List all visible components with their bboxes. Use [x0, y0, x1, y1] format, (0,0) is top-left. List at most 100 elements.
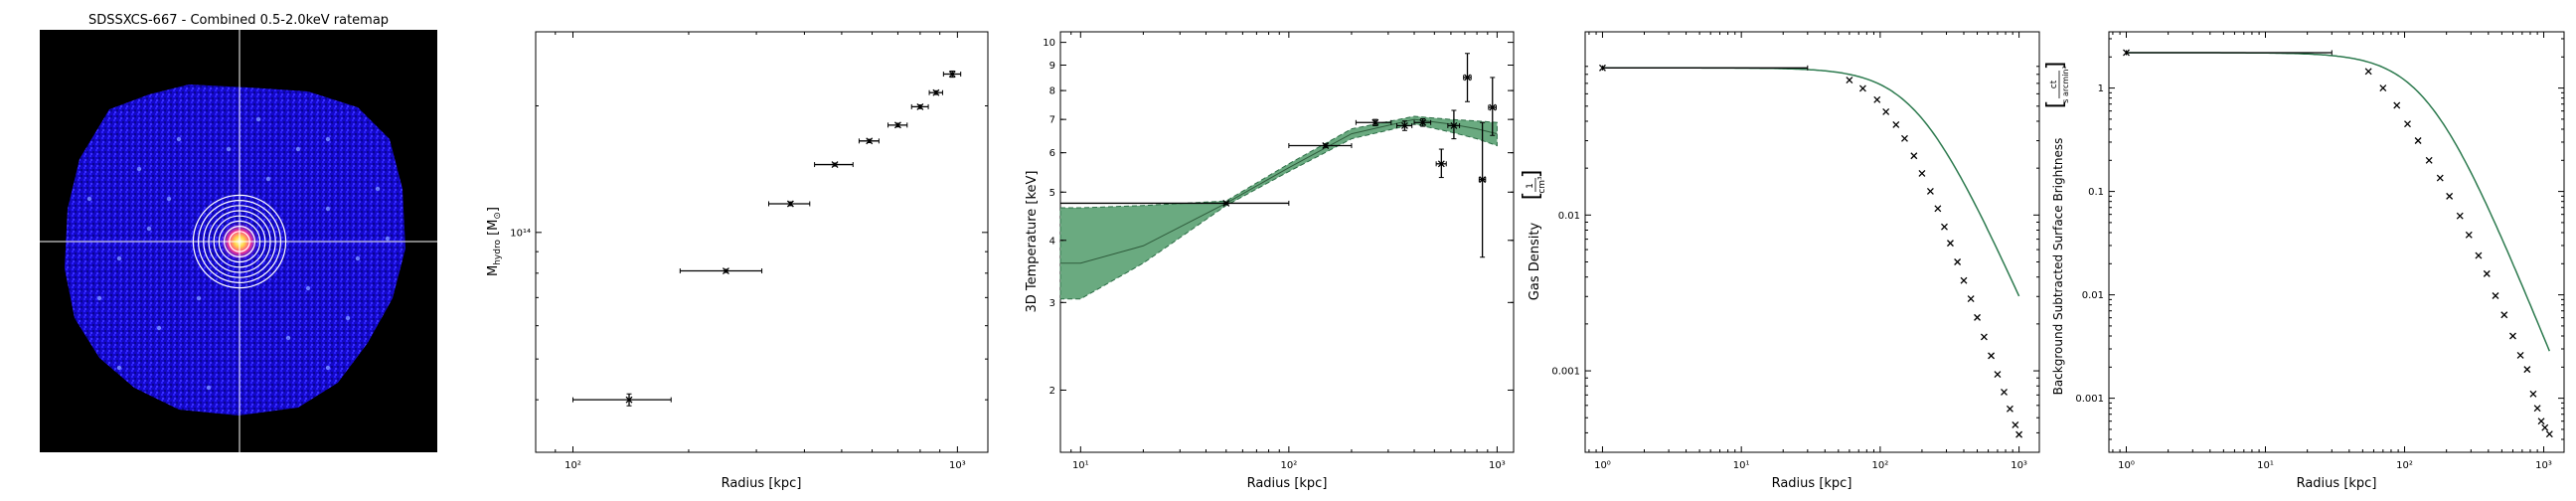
mass-ylabel: Mhydro [M⊙]: [486, 207, 503, 276]
x-marker: [1988, 352, 1996, 360]
point-source: [345, 315, 351, 321]
x-marker: [2523, 366, 2531, 374]
brightness-model-line: [2126, 52, 2550, 352]
x-marker: [1400, 121, 1408, 129]
temperature-ylabel: 3D Temperature [keV]: [1025, 171, 1040, 313]
x-marker: [2364, 68, 2372, 76]
data-point: [1882, 107, 1890, 115]
x-marker: [2492, 292, 2499, 299]
x-marker: [722, 267, 729, 274]
x-tick-label: 10³: [2535, 460, 2552, 471]
data-point: [1396, 120, 1413, 131]
data-point: [1413, 118, 1432, 127]
y-tick-label: 3: [1049, 298, 1055, 309]
x-marker: [1222, 199, 1230, 207]
x-marker: [1910, 152, 1918, 160]
data-point: [887, 121, 908, 129]
x-marker: [2123, 49, 2130, 57]
svg-text:]: ]: [1520, 170, 1544, 179]
temperature-xlabel: Radius [kpc]: [1247, 476, 1328, 491]
point-source: [325, 365, 331, 371]
mass-data-marks: [571, 70, 962, 407]
x-tick-label: 10¹: [1072, 460, 1089, 471]
x-tick-label: 10²: [1872, 460, 1889, 471]
data-point: [2492, 292, 2499, 299]
point-source: [355, 255, 361, 261]
point-source: [385, 236, 391, 242]
x-marker: [1946, 240, 1954, 248]
data-point: [2123, 49, 2333, 57]
data-point: [2006, 405, 2013, 413]
point-source: [325, 136, 331, 142]
data-point: [814, 161, 854, 169]
data-point: [1435, 148, 1447, 179]
x-tick-label: 10⁰: [2118, 460, 2135, 471]
x-marker: [2012, 420, 2019, 428]
y-tick-label: 2: [1049, 386, 1055, 397]
x-marker: [932, 88, 940, 96]
data-point: [1901, 134, 1908, 142]
x-marker: [2006, 405, 2013, 413]
svg-text:Background Subtracted Surface: Background Subtracted Surface Brightness: [2051, 138, 2065, 396]
y-tick-label: 8: [1049, 86, 1055, 97]
data-point: [1355, 118, 1392, 126]
x-marker: [1419, 118, 1427, 126]
y-tick-label: 0.1: [2088, 187, 2104, 198]
data-point: [858, 137, 880, 145]
point-source: [136, 166, 142, 172]
data-point: [928, 88, 943, 96]
point-source: [196, 295, 202, 301]
data-point: [1926, 187, 1934, 195]
mass-plot-frame: [535, 31, 989, 453]
y-tick-label: 0.001: [1551, 367, 1580, 378]
data-point: [2509, 332, 2516, 340]
data-point: [1892, 120, 1900, 128]
x-tick-label: 10⁰: [1594, 460, 1611, 471]
y-tick-label: 0.01: [1558, 211, 1580, 222]
y-tick-label: 10¹⁴: [510, 228, 531, 239]
temperature-data-marks: [1059, 53, 1497, 258]
data-point: [1967, 295, 1975, 303]
data-point: [2425, 156, 2433, 164]
point-source: [116, 255, 122, 261]
x-marker: [916, 102, 924, 110]
data-point: [2015, 430, 2023, 438]
density-data-marks: [1599, 64, 2023, 438]
x-tick-label: 10²: [2396, 460, 2413, 471]
point-source: [156, 325, 162, 331]
svg-text:1: 1: [1526, 183, 1535, 189]
data-point: [2483, 269, 2491, 277]
density-profile-panel: 10⁰ 10¹ 10² 10³ 0.001 0.01 Radius [kpc] Gas D…: [1520, 31, 2040, 491]
data-point: [2537, 418, 2545, 425]
data-point: [1599, 64, 1809, 72]
x-marker: [2529, 390, 2537, 398]
x-marker: [2533, 405, 2541, 413]
point-source: [325, 206, 331, 212]
data-point: [2541, 423, 2549, 431]
x-marker: [2379, 84, 2387, 92]
point-source: [166, 196, 172, 202]
data-point: [1288, 142, 1353, 149]
data-point: [2523, 366, 2531, 374]
data-point: [2465, 231, 2473, 239]
x-tick-label: 10¹: [2257, 460, 2274, 471]
data-point: [1974, 313, 1981, 321]
data-point: [1934, 205, 1942, 213]
x-marker: [1960, 276, 1968, 284]
x-marker: [2465, 231, 2473, 239]
x-tick-label: 10³: [2011, 460, 2027, 471]
data-point: [1941, 223, 1948, 231]
data-point: [2529, 390, 2537, 398]
ratemap-title: SDSSXCS-667 - Combined 0.5-2.0keV ratema…: [88, 13, 389, 28]
x-marker: [2516, 351, 2524, 359]
brightness-plot-frame: [2108, 31, 2565, 453]
x-marker: [1918, 169, 1926, 177]
brightness-data-marks: [2123, 49, 2553, 438]
data-point: [1954, 258, 1962, 265]
x-marker: [625, 396, 633, 404]
data-point: [2475, 251, 2483, 259]
point-source: [375, 186, 381, 192]
x-marker: [2425, 156, 2433, 164]
temperature-model-band: [1059, 115, 1498, 300]
